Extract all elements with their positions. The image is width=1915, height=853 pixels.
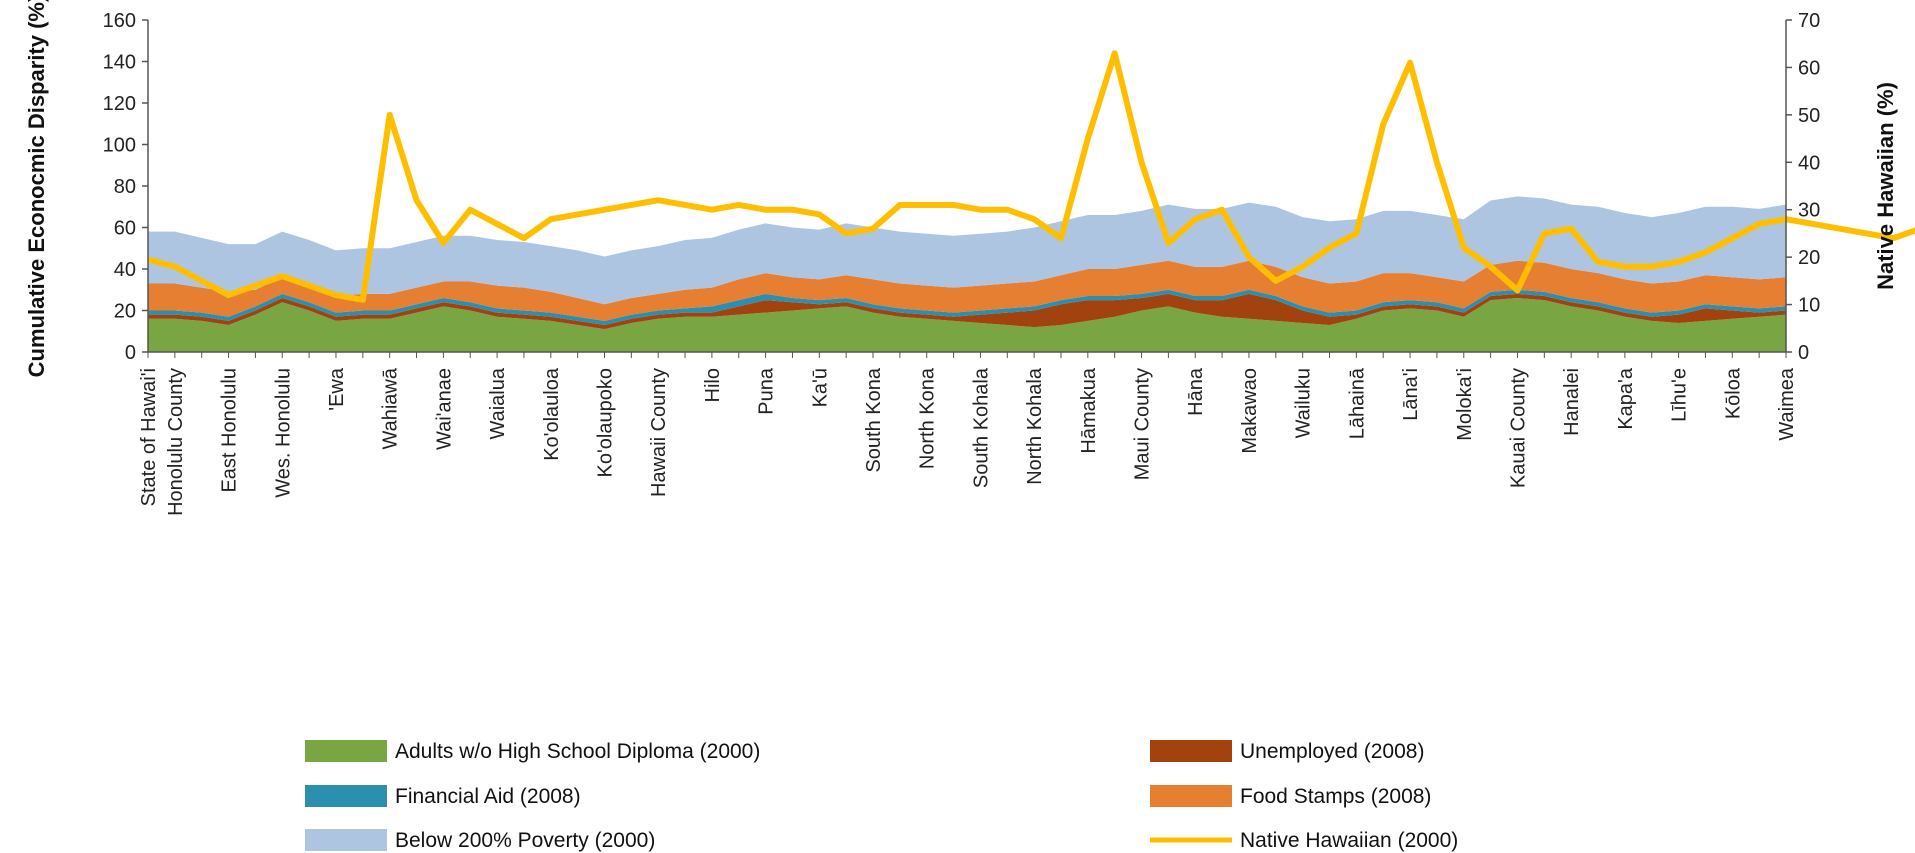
legend-swatch (305, 785, 387, 807)
x-tick-label: Hāmakua (1078, 367, 1100, 453)
y2-axis-title: Native Hawaiian (%) (1873, 82, 1898, 290)
y-tick-label: 20 (114, 301, 136, 323)
area-series-2 (148, 289, 1786, 326)
x-tick-label: Kauai County (1507, 368, 1529, 488)
stacked-areas (148, 196, 1786, 352)
x-tick-label: Wailuku (1293, 368, 1315, 438)
y-tick-label: 80 (114, 176, 136, 198)
right-axis-ticks: 0 10 20 30 40 50 60 70 (1786, 10, 1820, 364)
x-tick-label: Makawao (1239, 368, 1261, 454)
legend-label: Unemployed (2008) (1240, 740, 1424, 763)
x-tick-label: Waimea (1776, 367, 1798, 440)
x-tick-label: Hanalei (1561, 368, 1583, 436)
x-tick-label: Ko'olauloa (541, 367, 563, 461)
y2-tick-label: 10 (1798, 295, 1820, 317)
legend-swatch (1150, 785, 1232, 807)
x-tick-label: Honolulu County (165, 368, 187, 516)
legend-label: Food Stamps (2008) (1240, 785, 1431, 808)
left-axis-ticks: 0 20 40 60 80 100 120 140 160 (103, 10, 148, 364)
x-tick-label: North Kohala (1024, 367, 1046, 485)
x-tick-label: South Kona (863, 367, 885, 472)
y-tick-label: 0 (125, 342, 136, 364)
x-tick-label: Hāna (1185, 367, 1207, 416)
x-tick-label: Wahiawā (380, 367, 402, 449)
legend: Adults w/o High School Diploma (2000) Une… (305, 740, 1458, 852)
line-series-0 (147, 50, 1915, 303)
y-tick-label: 120 (103, 93, 136, 115)
y-tick-label: 140 (103, 52, 136, 74)
x-tick-label: Hilo (702, 368, 724, 402)
legend-label: Adults w/o High School Diploma (2000) (395, 740, 760, 763)
x-tick-label: North Kona (917, 367, 939, 469)
x-axis-tick-labels: State of Hawai'i Honolulu County East Hono… (138, 352, 1798, 516)
x-tick-label: Wes. Honolulu (272, 368, 294, 498)
x-tick-label: Maui County (1132, 368, 1154, 480)
area-series-4 (148, 196, 1786, 305)
y2-tick-label: 0 (1798, 342, 1809, 364)
legend-swatch (305, 829, 387, 851)
x-tick-label: 'Ewa (326, 367, 348, 411)
x-tick-label: Lāhainā (1346, 367, 1368, 439)
area-series-0 (148, 298, 1786, 352)
y2-tick-label: 40 (1798, 152, 1820, 174)
y-tick-label: 160 (103, 10, 136, 32)
x-tick-label: Puna (756, 367, 778, 415)
legend-label: Financial Aid (2008) (395, 785, 581, 808)
y-tick-label: 60 (114, 218, 136, 240)
legend-swatch (1150, 740, 1232, 762)
line-series (147, 50, 1915, 303)
x-tick-label: Hawaii County (648, 368, 670, 497)
x-tick-label: Kapa'a (1615, 367, 1637, 430)
x-tick-label: Moloka'i (1454, 368, 1476, 441)
legend-swatch (305, 740, 387, 762)
y2-tick-label: 30 (1798, 200, 1820, 222)
x-tick-label: Lāna'i (1400, 368, 1422, 421)
x-tick-label: Kōloa (1722, 367, 1744, 419)
legend-label: Native Hawaiian (2000) (1240, 829, 1458, 852)
legend-label: Below 200% Poverty (2000) (395, 829, 655, 852)
x-tick-label: State of Hawai'i (138, 368, 160, 506)
y2-tick-label: 50 (1798, 105, 1820, 127)
y-tick-label: 40 (114, 259, 136, 281)
x-tick-label: Wai'anae (433, 368, 455, 450)
x-tick-label: South Kohala (970, 367, 992, 488)
x-tick-label: Waialua (487, 367, 509, 439)
area-series-3 (148, 260, 1786, 321)
y2-tick-label: 20 (1798, 247, 1820, 269)
y-axis-title: Cumulative Econocmic Disparity (%) (24, 0, 49, 377)
y2-tick-label: 60 (1798, 57, 1820, 79)
y-tick-label: 100 (103, 135, 136, 157)
y2-tick-label: 70 (1798, 10, 1820, 32)
x-tick-label: Ko'olaupoko (594, 368, 616, 477)
area-series-1 (148, 293, 1786, 330)
x-tick-label: Ka'ū (809, 368, 831, 407)
x-tick-label: East Honolulu (219, 368, 241, 493)
x-tick-label: Līhu'e (1669, 368, 1691, 422)
